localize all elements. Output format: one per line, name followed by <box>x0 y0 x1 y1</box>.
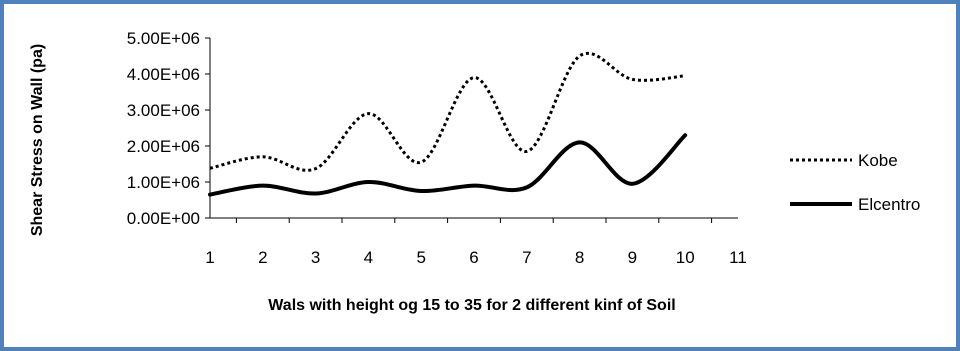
series-line-kobe <box>209 52 686 172</box>
x-tick-label: 8 <box>575 248 584 267</box>
x-tick-label: 6 <box>469 248 478 267</box>
x-tick-label: 7 <box>522 248 531 267</box>
legend-label-elcentro: Elcentro <box>858 195 920 214</box>
x-tick-label: 11 <box>729 248 747 267</box>
series-line-elcentro <box>208 133 688 197</box>
y-tick-label: 5.00E+06 <box>127 29 200 48</box>
x-tick-label: 2 <box>258 248 267 267</box>
y-tick-label: 1.00E+06 <box>127 173 200 192</box>
x-tick-label: 9 <box>628 248 637 267</box>
x-tick-label: 10 <box>676 248 695 267</box>
y-axis-label: Shear Stress on Wall (pa) <box>29 44 46 236</box>
y-tick-label: 2.00E+06 <box>127 137 200 156</box>
legend-label-kobe: Kobe <box>858 151 898 170</box>
x-tick-label: 4 <box>364 248 373 267</box>
y-tick-label: 4.00E+06 <box>127 65 200 84</box>
y-tick-label: 0.00E+00 <box>127 209 200 228</box>
x-axis-label: Wals with height og 15 to 35 for 2 diffe… <box>268 297 675 314</box>
x-tick-label: 5 <box>416 248 425 267</box>
y-tick-label: 3.00E+06 <box>127 101 200 120</box>
x-tick-label: 3 <box>311 248 320 267</box>
x-tick-label: 1 <box>205 248 214 267</box>
